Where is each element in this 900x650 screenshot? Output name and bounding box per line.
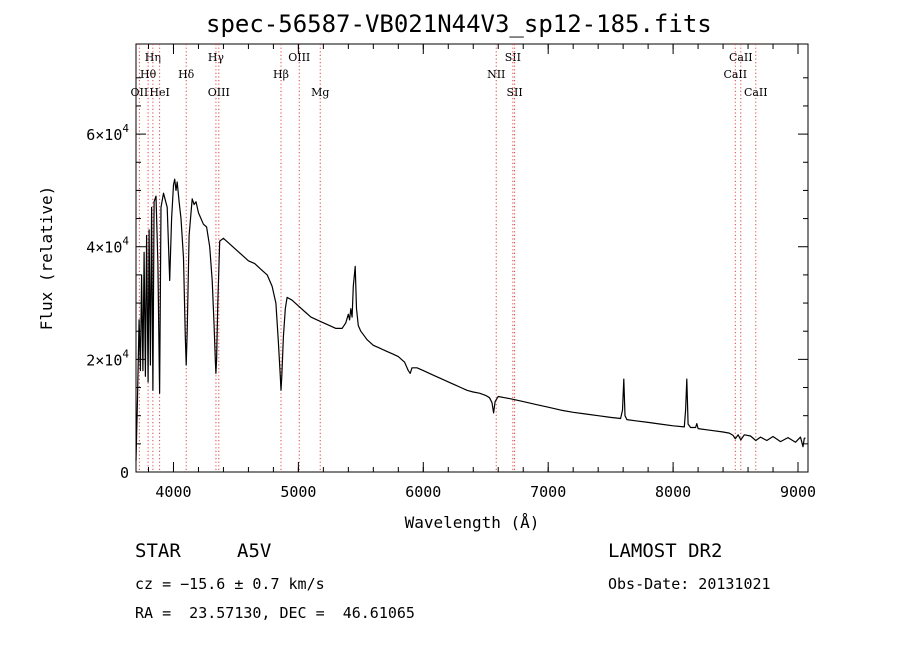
marker-label: Hη	[145, 51, 161, 64]
y-tick-label: 4×104	[86, 235, 129, 257]
y-tick-label: 0	[120, 464, 129, 482]
marker-label: NII	[487, 68, 505, 81]
y-tick-label: 6×104	[86, 122, 129, 144]
marker-label: Hγ	[208, 51, 225, 64]
observation-date: Obs-Date: 20131021	[608, 575, 771, 593]
marker-label: CaII	[729, 51, 753, 64]
x-tick-label: 4000	[155, 483, 191, 501]
x-tick-label: 8000	[655, 483, 691, 501]
marker-label: OIII	[208, 86, 230, 99]
marker-label: SII	[505, 51, 521, 64]
marker-label: OII	[131, 86, 149, 99]
plot-frame	[135, 43, 809, 473]
chart-title: spec-56587-VB021N44V3_sp12-185.fits	[206, 10, 712, 38]
x-tick-label: 5000	[280, 483, 316, 501]
marker-label: CaII	[723, 68, 747, 81]
x-tick-label: 6000	[405, 483, 441, 501]
marker-label: Hδ	[178, 68, 195, 81]
marker-label: OIII	[288, 51, 310, 64]
marker-label: Mg	[311, 86, 329, 99]
marker-label: SII	[506, 86, 522, 99]
x-axis-label: Wavelength (Å)	[405, 513, 540, 532]
marker-label: Hθ	[140, 68, 157, 81]
marker-label: HeI	[149, 86, 169, 99]
x-tick-label: 9000	[780, 483, 816, 501]
marker-label: Hβ	[273, 68, 289, 81]
y-axis-label: Flux (relative)	[37, 186, 56, 331]
y-tick-label: 2×104	[86, 347, 129, 369]
x-tick-label: 7000	[530, 483, 566, 501]
spectral-subclass: A5V	[237, 540, 272, 562]
coordinates: RA = 23.57130, DEC = 46.61065	[135, 604, 415, 622]
spectrum-line	[135, 178, 806, 461]
survey-name: LAMOST DR2	[608, 540, 723, 562]
redshift-cz: cz = −15.6 ± 0.7 km/s	[135, 575, 325, 593]
object-type: STAR	[135, 540, 181, 562]
marker-label: CaII	[744, 86, 768, 99]
